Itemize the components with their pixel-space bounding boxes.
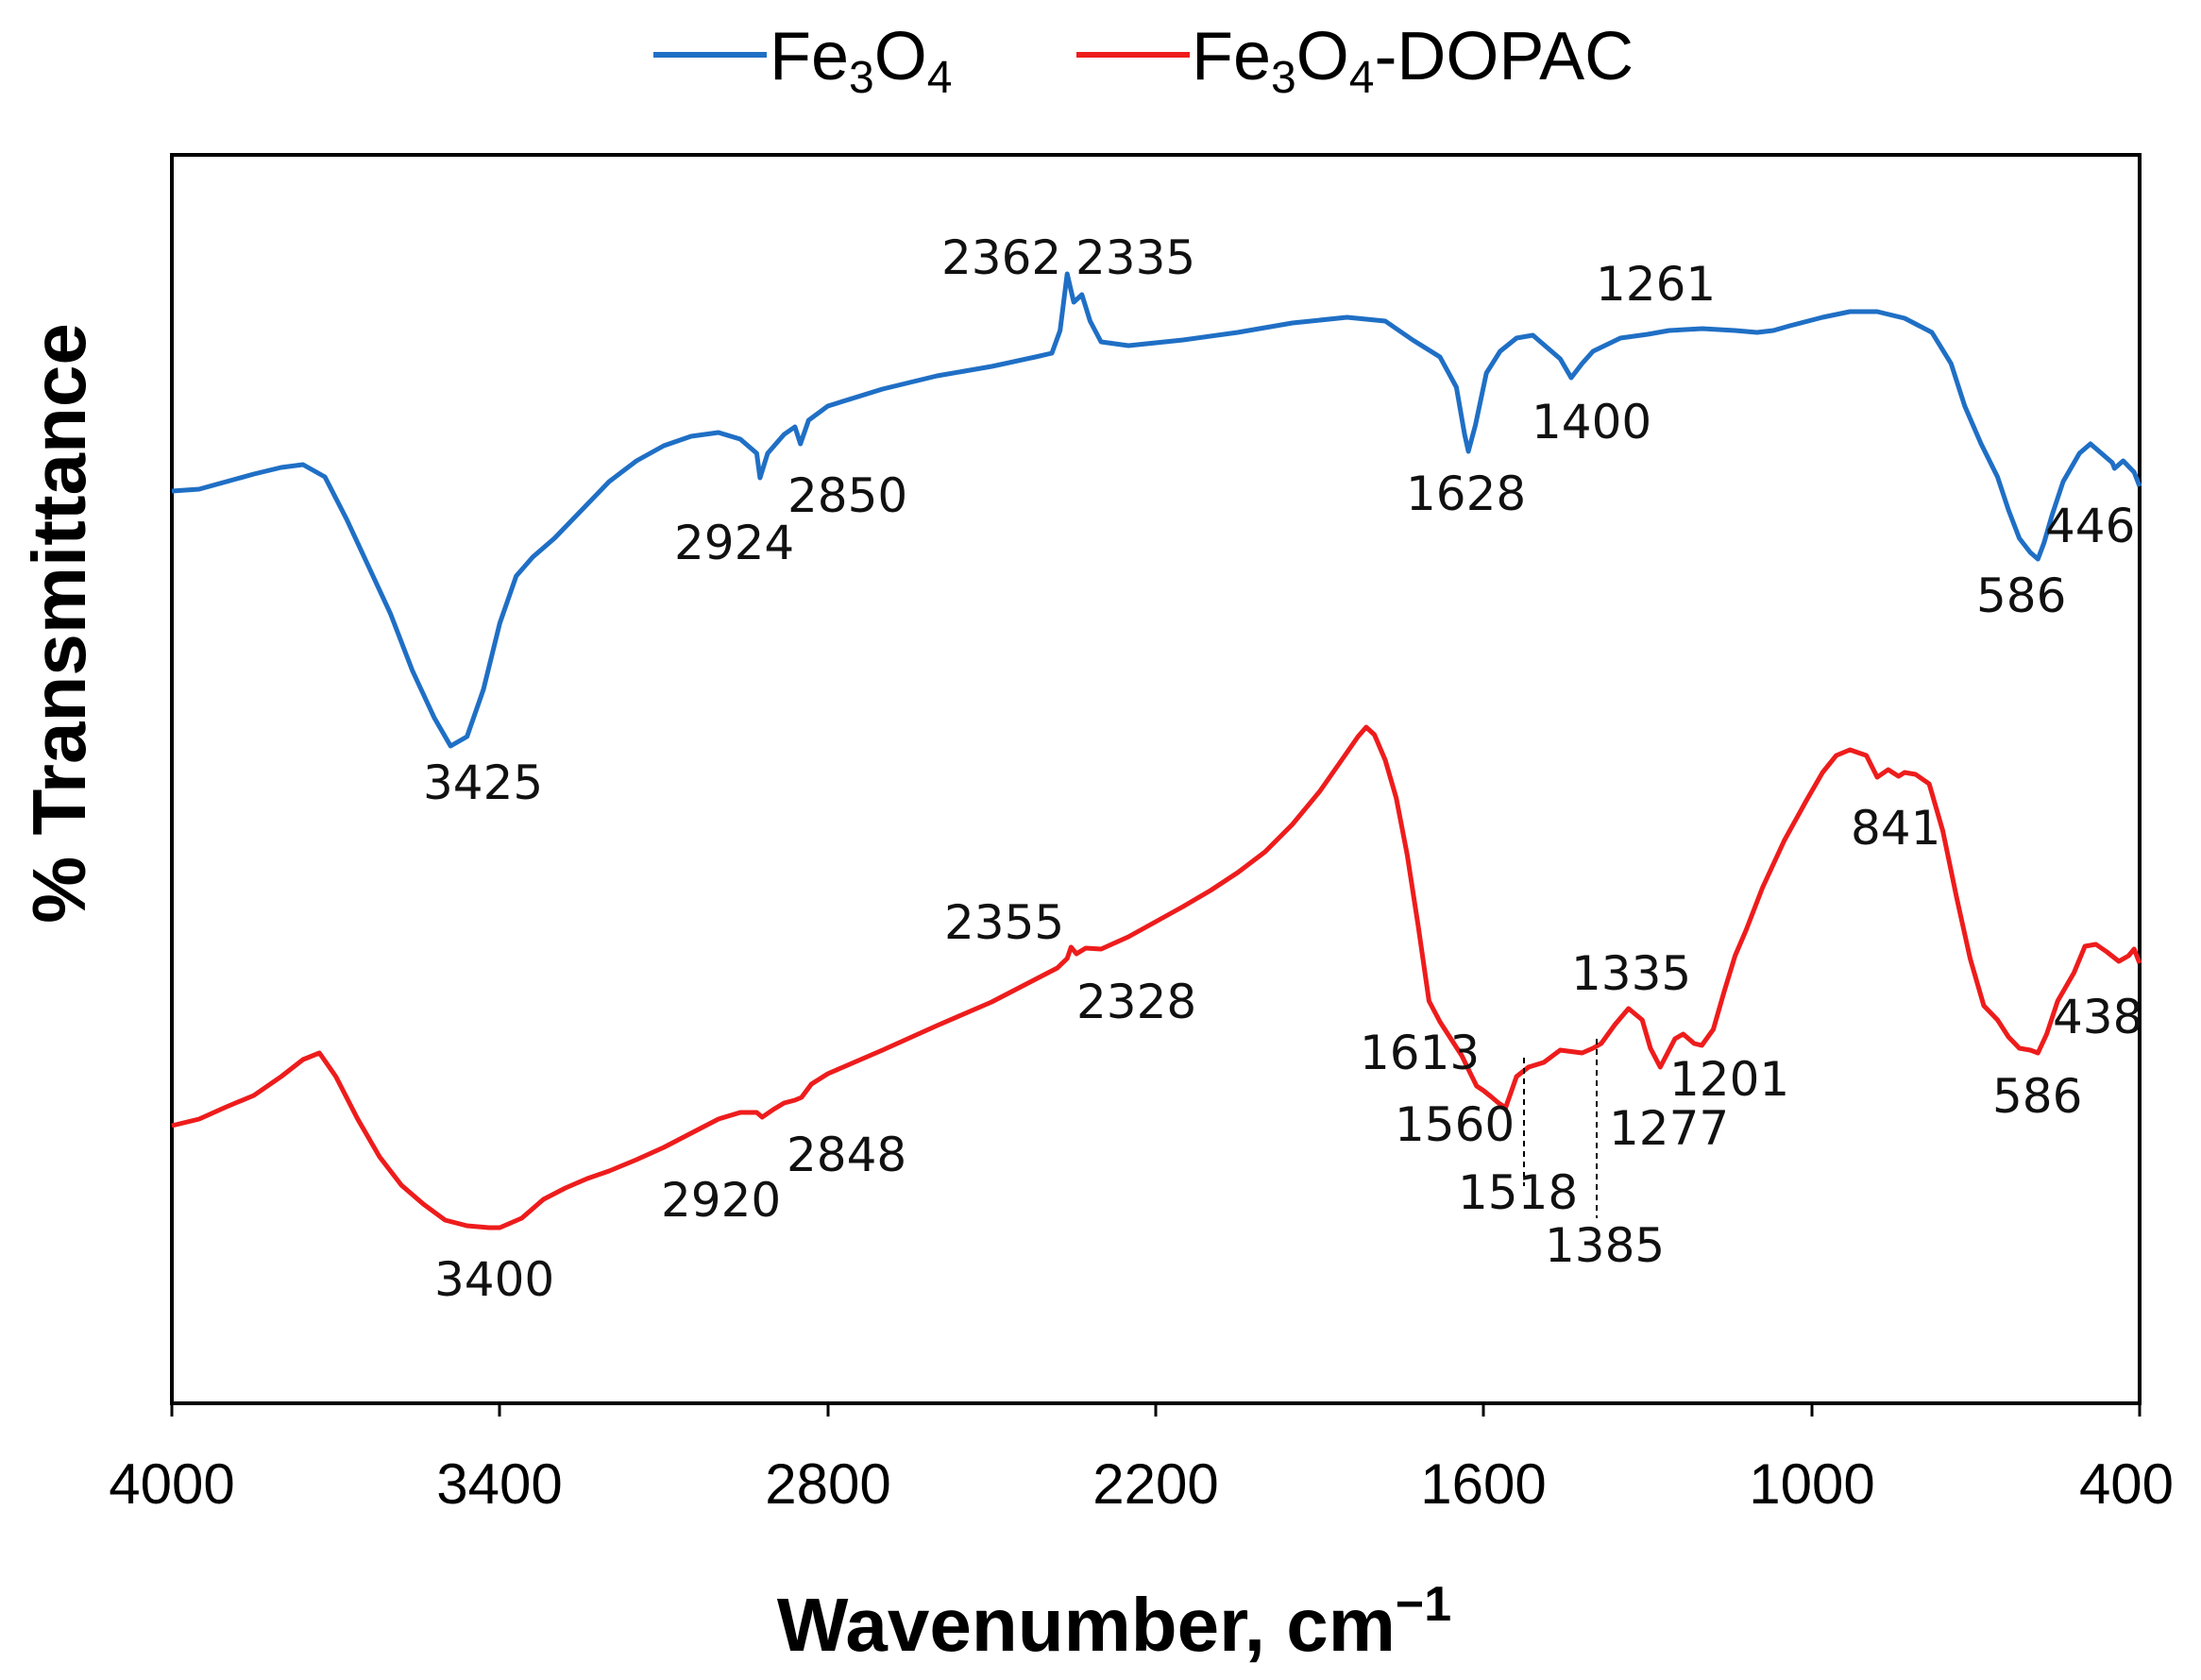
legend: Fe3O4 Fe3O4-DOPAC (653, 19, 1634, 103)
peak-label: 3425 (423, 755, 543, 810)
x-tick-label: 400 (2079, 1452, 2174, 1516)
peak-label: 2335 (1075, 230, 1195, 285)
peak-label: 2328 (1076, 975, 1196, 1029)
peak-label: 1628 (1406, 467, 1526, 521)
x-axis: 4000 3400 2800 2200 1600 1000 400 (109, 1403, 2174, 1516)
peak-labels-fe3o4: 3425 2924 2850 2362 2335 1628 1400 1261 … (423, 230, 2135, 810)
peak-labels-fe3o4-dopac: 3400 2920 2848 2355 2328 1613 1560 1518 … (434, 801, 2142, 1307)
peak-label: 2362 (941, 230, 1061, 285)
x-tick-label: 1000 (1749, 1452, 1874, 1516)
x-axis-title: Wavenumber, cm−1 (777, 1577, 1451, 1667)
y-axis-title: % Transmittance (17, 323, 101, 924)
series-line-fe3o4-dopac (171, 724, 2142, 1230)
peak-label: 2850 (787, 468, 907, 523)
peak-label: 841 (1851, 801, 1940, 856)
peak-label: 3400 (434, 1252, 554, 1307)
peak-label: 1385 (1545, 1218, 1665, 1273)
peak-label: 1613 (1360, 1026, 1480, 1080)
legend-label-fe3o4: Fe3O4 (770, 19, 952, 103)
peak-label: 1201 (1669, 1052, 1789, 1107)
peak-label: 2355 (944, 895, 1064, 950)
peak-label: 2924 (674, 516, 794, 570)
series-line-fe3o4 (171, 271, 2142, 749)
x-tick-label: 3400 (436, 1452, 562, 1516)
peak-label: 1277 (1609, 1101, 1729, 1156)
peak-label: 1335 (1571, 946, 1691, 1001)
peak-label: 1400 (1532, 395, 1651, 450)
peak-label: 586 (1976, 568, 2066, 623)
peak-label: 1560 (1395, 1097, 1515, 1152)
x-tick-label: 2800 (765, 1452, 890, 1516)
x-tick-label: 2200 (1092, 1452, 1218, 1516)
peak-label: 2920 (661, 1173, 781, 1228)
peak-label: 446 (2045, 499, 2135, 553)
x-tick-label: 1600 (1420, 1452, 1546, 1516)
peak-label: 2848 (787, 1128, 906, 1182)
legend-label-fe3o4-dopac: Fe3O4-DOPAC (1192, 19, 1634, 103)
peak-label: 438 (2053, 990, 2142, 1044)
peak-label: 1261 (1596, 257, 1716, 312)
peak-label: 1518 (1458, 1165, 1578, 1220)
peak-label: 586 (1992, 1069, 2082, 1124)
x-tick-label: 4000 (109, 1452, 234, 1516)
